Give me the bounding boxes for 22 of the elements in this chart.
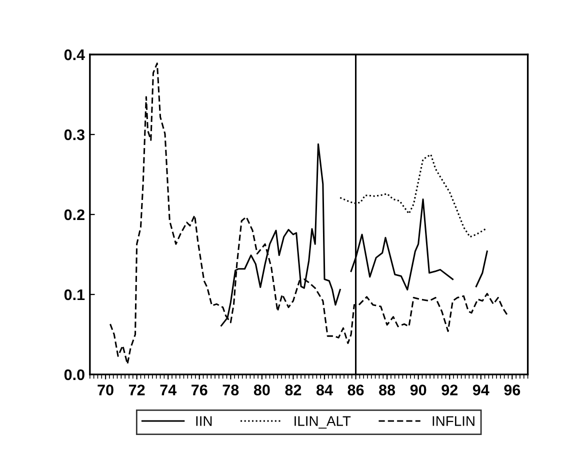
x-tick-label: 74: [160, 384, 177, 396]
y-tick-label: 0.4: [64, 49, 85, 60]
x-tick-label: 70: [98, 384, 114, 396]
x-tick-label: 72: [128, 384, 145, 396]
x-tick-label: 78: [222, 384, 239, 396]
x-tick-label: 92: [442, 384, 458, 396]
legend-label: IIN: [196, 416, 212, 426]
y-tick-label: 0.0: [64, 369, 84, 380]
legend-label: ILIN_ALT: [294, 416, 351, 429]
x-tick-label: 84: [316, 384, 333, 396]
x-tick-label: 80: [254, 384, 270, 396]
x-tick-label: 94: [472, 384, 490, 396]
x-tick-label: 76: [192, 384, 208, 396]
x-tick-label: 82: [285, 384, 302, 396]
y-tick-label: 0.3: [64, 129, 84, 140]
y-tick-label: 0.1: [64, 289, 85, 300]
x-tick-label: 96: [504, 384, 520, 396]
x-tick-label: 86: [348, 384, 364, 396]
x-tick-label: 90: [410, 384, 426, 396]
legend-label: INFLIN: [432, 416, 474, 426]
x-tick-label: 88: [379, 384, 396, 396]
y-tick-label: 0.2: [64, 209, 84, 220]
